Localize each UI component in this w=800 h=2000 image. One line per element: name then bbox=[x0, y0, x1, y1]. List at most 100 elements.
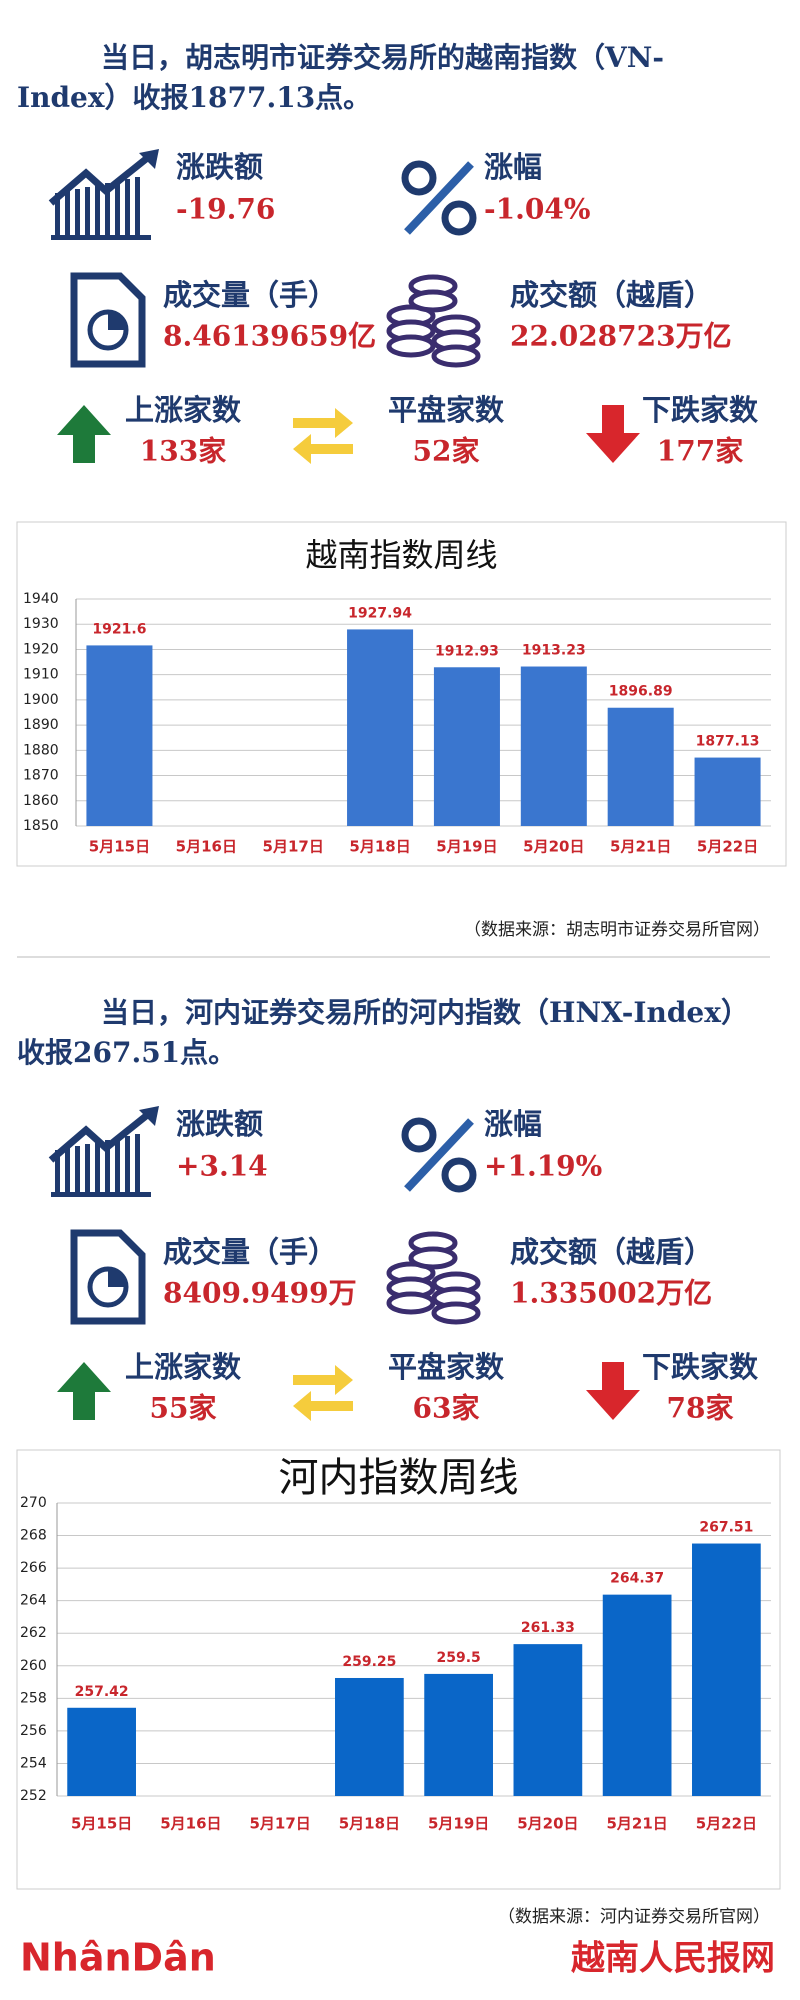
icon-ring bbox=[401, 160, 437, 196]
stat-label: 成交额（越盾） bbox=[510, 1235, 713, 1269]
stat-label: 涨跌额 bbox=[176, 150, 263, 184]
icon-bar bbox=[95, 185, 100, 235]
icon-arrow bbox=[48, 152, 154, 206]
stat-value: -19.76 bbox=[176, 193, 275, 226]
y-tick-label: 1910 bbox=[23, 667, 59, 683]
icon-chart bbox=[48, 149, 159, 240]
stat-value: +3.14 bbox=[176, 1150, 268, 1183]
headline: 当日，胡志明市证券交易所的越南指数（VN-Index）收报1877.13点。 bbox=[17, 41, 664, 114]
icon-arrowhead bbox=[139, 1106, 159, 1126]
stat-value: 52家 bbox=[413, 435, 480, 468]
stat-value: 177家 bbox=[657, 435, 743, 468]
icon-bar bbox=[65, 191, 70, 235]
bar bbox=[67, 1707, 136, 1796]
stat-value: 8409.9499万 bbox=[163, 1277, 357, 1310]
x-tick-label: 5月16日 bbox=[176, 838, 237, 856]
icon-bar bbox=[85, 1144, 90, 1192]
bar bbox=[602, 1594, 672, 1796]
y-tick-label: 252 bbox=[20, 1788, 47, 1804]
y-tick-label: 256 bbox=[20, 1723, 47, 1739]
y-tick-label: 1850 bbox=[23, 818, 59, 834]
value-label: 259.25 bbox=[342, 1654, 396, 1670]
x-tick-label: 5月16日 bbox=[160, 1815, 221, 1833]
y-tick-label: 1890 bbox=[23, 717, 59, 733]
icon-percent bbox=[401, 1117, 477, 1193]
icon-coin bbox=[408, 289, 458, 313]
y-tick-label: 268 bbox=[20, 1528, 47, 1544]
y-tick-label: 254 bbox=[20, 1755, 47, 1771]
stat-value: 55家 bbox=[150, 1392, 217, 1425]
icon-ring bbox=[441, 200, 477, 236]
stat-label: 上涨家数 bbox=[125, 393, 242, 427]
y-tick-label: 1900 bbox=[23, 692, 59, 708]
stat-label: 涨跌额 bbox=[176, 1107, 263, 1141]
value-label: 264.37 bbox=[610, 1571, 664, 1587]
icon-doc bbox=[70, 272, 146, 368]
x-tick-label: 5月21日 bbox=[606, 1815, 667, 1833]
icon-swap-right bbox=[293, 1365, 353, 1395]
stat-label: 成交量（手） bbox=[163, 1235, 337, 1269]
icon-down-arrow bbox=[586, 405, 640, 463]
y-tick-label: 262 bbox=[20, 1625, 47, 1641]
icon-coins bbox=[386, 274, 481, 368]
y-tick-label: 1940 bbox=[23, 591, 59, 607]
stat-value: -1.04% bbox=[484, 193, 590, 226]
bar bbox=[513, 1644, 583, 1796]
x-tick-label: 5月19日 bbox=[428, 1815, 489, 1833]
bar bbox=[433, 667, 500, 826]
stat-label: 下跌家数 bbox=[642, 1350, 759, 1384]
icon-chart bbox=[48, 1106, 159, 1197]
icon-bar bbox=[115, 181, 120, 235]
icon-slash bbox=[404, 161, 474, 235]
value-label: 261.33 bbox=[521, 1620, 575, 1636]
stat-value: +1.19% bbox=[484, 1150, 602, 1183]
icon-ring bbox=[441, 1157, 477, 1193]
stat-value: 8.46139659亿 bbox=[163, 320, 376, 353]
x-tick-label: 5月22日 bbox=[696, 1815, 757, 1833]
icon-bar bbox=[105, 183, 110, 235]
icon-arrowhead bbox=[139, 149, 159, 169]
icon-bar bbox=[125, 1136, 130, 1192]
value-label: 1912.93 bbox=[435, 643, 499, 659]
y-tick-label: 266 bbox=[20, 1560, 47, 1576]
icon-bar bbox=[135, 1134, 140, 1192]
stat-value: 63家 bbox=[413, 1392, 480, 1425]
icon-bar bbox=[65, 1148, 70, 1192]
icon-bar bbox=[55, 1150, 60, 1192]
icon-bar bbox=[55, 193, 60, 235]
chart-title: 河内指数周线 bbox=[279, 1455, 519, 1501]
icon-bar bbox=[115, 1138, 120, 1192]
stat-label: 上涨家数 bbox=[125, 1350, 242, 1384]
stat-value: 133家 bbox=[140, 435, 226, 468]
icon-ring bbox=[401, 1117, 437, 1153]
icon-page bbox=[70, 1229, 146, 1325]
stat-value: 22.028723万亿 bbox=[510, 320, 732, 353]
icon-bar bbox=[85, 187, 90, 235]
bar bbox=[607, 707, 674, 826]
x-tick-label: 5月15日 bbox=[71, 1815, 132, 1833]
x-tick-label: 5月18日 bbox=[349, 838, 410, 856]
icon-swap-left bbox=[293, 1391, 353, 1421]
y-tick-label: 1930 bbox=[23, 616, 59, 632]
icon-down-arrow bbox=[586, 1362, 640, 1420]
icon-coin bbox=[386, 1291, 436, 1315]
bar bbox=[86, 645, 153, 826]
icon-swap-right bbox=[293, 408, 353, 438]
stat-value: 1.335002万亿 bbox=[510, 1277, 712, 1310]
bar bbox=[335, 1677, 404, 1796]
bar bbox=[694, 757, 761, 826]
x-tick-label: 5月20日 bbox=[523, 838, 584, 856]
icon-arrow bbox=[48, 1109, 154, 1163]
x-tick-label: 5月19日 bbox=[436, 838, 497, 856]
source-note: （数据来源：胡志明市证券交易所官网） bbox=[464, 920, 770, 940]
value-label: 1877.13 bbox=[696, 734, 760, 750]
value-label: 259.5 bbox=[436, 1650, 480, 1666]
icon-coin bbox=[431, 344, 481, 368]
icon-bar bbox=[125, 179, 130, 235]
x-tick-label: 5月17日 bbox=[249, 1815, 310, 1833]
x-tick-label: 5月15日 bbox=[89, 838, 150, 856]
icon-coin bbox=[431, 1301, 481, 1325]
icon-coin bbox=[386, 334, 436, 358]
